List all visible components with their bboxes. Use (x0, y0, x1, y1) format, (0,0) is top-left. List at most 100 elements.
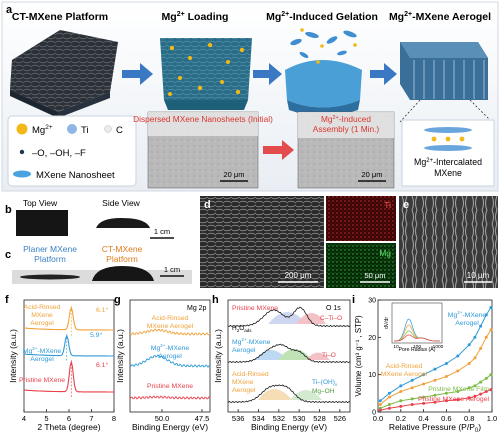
i-acid-label-1: Acid-Rinsed (386, 363, 423, 370)
h-acid-label-2: MXene (232, 379, 254, 386)
panel-i-ylabel: Volume (cm³ g⁻¹ , STP) (354, 315, 363, 397)
panel-d-mg-map (326, 243, 396, 288)
f-acid-label-1: Acid-Rinsed (24, 304, 61, 311)
process-arrow-3 (370, 63, 397, 85)
i-point-1-11 (484, 335, 488, 339)
scalebar-initial-label: 20 μm (224, 170, 245, 179)
panel-i-inset-xlabel: Pore Radius (Å) (399, 346, 436, 353)
i-point-3-10 (479, 392, 483, 396)
g-acid-label-1: Acid-Rinsed (152, 315, 189, 322)
panel-h-xlabel: Binding Energy (eV) (251, 422, 327, 432)
i-mg-label-2: Aerogel (455, 320, 479, 327)
i-point-3-1 (387, 406, 391, 410)
panel-h-ylabel: Intensity (a.u.) (213, 329, 223, 383)
panel-h-xtick-label: 536 (232, 414, 245, 423)
panel-letter-d: d (204, 199, 211, 211)
i-point-3-3 (410, 403, 414, 406)
i-point-3-11 (484, 390, 488, 393)
g-curve-1 (129, 354, 211, 368)
i-point-2-1 (387, 403, 391, 406)
stage-title-aerogel: Mg2+-MXene Aerogel (389, 11, 491, 23)
i-point-2-10 (479, 380, 483, 384)
i-point-2-7 (456, 390, 460, 393)
i-point-2-8 (467, 386, 471, 390)
f-pristine-label: Pristine MXene (19, 377, 65, 384)
intercalated-structure (424, 127, 472, 151)
panel-h-title: O 1s (326, 305, 341, 312)
panel-i-xtick-label: 0.0 (373, 414, 383, 423)
panel-f-xtick-label: 4 (22, 414, 26, 423)
panel-letter-b: b (5, 204, 12, 216)
micrograph-arrow (263, 140, 294, 160)
i-point-3-8 (467, 396, 471, 400)
i-point-2-11 (484, 376, 488, 380)
panel-f-xtick-label: 8 (112, 414, 116, 423)
i-point-3-6 (444, 399, 448, 403)
h-acid-label-1: Acid-Rinsed (232, 371, 269, 378)
panel-i-xtick-label: 0.4 (418, 414, 428, 423)
aerogel-illustration (399, 42, 493, 123)
panel-d-sem-main (200, 196, 324, 288)
top-view-label: Top View (23, 198, 58, 208)
micrograph-assembly-title-line2: Assembly (1 Min.) (313, 124, 380, 134)
i-point-1-2 (399, 390, 403, 393)
ct-platform-label-line1: CT-MXene (102, 244, 143, 254)
panel-h-xtick-label: 528 (313, 414, 326, 423)
h-tio-label: Ti–O (322, 352, 336, 359)
intercalated-label-line2: MXene (434, 168, 462, 178)
side-view-label: Side View (102, 198, 141, 208)
process-arrow-1 (122, 63, 153, 85)
ti-map-label: Ti (384, 200, 391, 210)
i-point-3-5 (433, 400, 437, 404)
i-point-0-0 (378, 399, 382, 403)
panel-i-inset-xtick-label: 10 (393, 344, 399, 350)
h-ctio-label: C–Ti–O (320, 315, 342, 322)
i-point-1-6 (444, 375, 448, 378)
panel-f-xtick-label: 7 (89, 414, 93, 423)
f-acid-label-2: MXene (31, 312, 53, 319)
i-point-1-9 (473, 356, 477, 360)
h-envelope-1 (227, 343, 351, 364)
panel-h-xtick-label: 534 (252, 414, 265, 423)
intercalated-label-line1: Mg2+-Intercalated (414, 157, 482, 167)
h-tioh-label: Ti–(OH)x (312, 379, 338, 387)
f-peak-label-pristine: 6.1° (96, 361, 108, 369)
i-point-3-4 (422, 401, 426, 405)
i-mg-label-1: Mg2+-MXene (448, 310, 487, 319)
panel-f: f 4 5 6 7 8 2 Theta (degree) Intensity (a.u.… (5, 294, 116, 432)
h-mg-comp-3 (306, 352, 330, 360)
panel-f-xtick-label: 5 (44, 414, 48, 423)
panel-g-xtick-label: 50.0 (155, 414, 170, 423)
i-point-0-7 (456, 354, 460, 358)
scalebar-e-label: 10 μm (467, 271, 490, 280)
i-point-3-12 (489, 388, 493, 392)
i-point-0-5 (433, 367, 437, 371)
i-point-2-9 (473, 384, 477, 388)
h-envelope-2 (227, 384, 351, 404)
i-point-0-2 (399, 384, 403, 388)
legend-box (7, 115, 137, 187)
micrograph-initial-title: Dispersed MXene Nanosheets (Initial) (133, 114, 273, 124)
panel-i-inset-ylabel: dV/dr (384, 317, 390, 329)
panel-letter-h: h (212, 294, 219, 306)
i-point-1-5 (433, 378, 437, 382)
i-point-0-1 (387, 391, 391, 395)
i-point-1-8 (467, 362, 471, 365)
panel-letter-i: i (352, 294, 355, 306)
panel-i-inset-xtick-label: 100 (413, 344, 421, 350)
panel-letter-e: e (403, 199, 409, 211)
i-point-3-0 (378, 408, 382, 412)
i-point-0-8 (467, 343, 471, 347)
g-mg-label-1: Mg2+-MXene (151, 343, 190, 352)
panel-e-sem (399, 196, 498, 288)
panel-h-xtick-label: 530 (293, 414, 306, 423)
i-point-0-4 (422, 373, 426, 377)
planer-platform-label-line2: Platform (34, 254, 66, 264)
i-point-1-4 (422, 382, 426, 386)
panel-letter-a: a (6, 4, 13, 16)
f-curve-1 (23, 334, 114, 357)
h-pristine-comp-2 (296, 313, 326, 324)
planer-platform-label-line1: Planer MXene (23, 244, 77, 254)
panel-i-axes (377, 299, 493, 413)
ct-platform-photo (92, 266, 154, 281)
